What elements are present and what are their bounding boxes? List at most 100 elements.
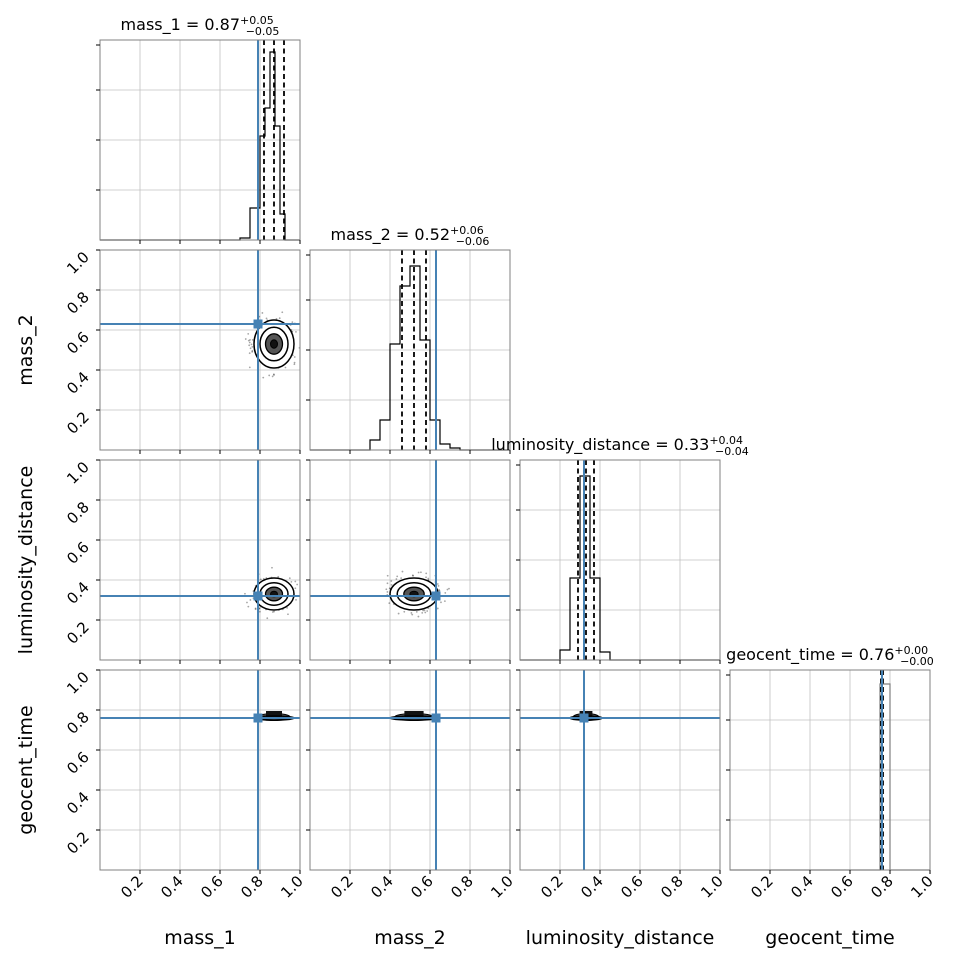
sample-point — [249, 347, 252, 350]
title-label: luminosity_distance = 0.33 — [491, 435, 709, 455]
x-tick-label: 0.2 — [537, 872, 567, 902]
x-tick-label: 0.6 — [407, 872, 437, 902]
sample-point — [261, 312, 264, 314]
sample-point — [258, 607, 261, 610]
truth-marker — [253, 319, 263, 329]
sample-point — [295, 330, 297, 333]
y-tick-label: 0.2 — [63, 618, 93, 648]
density-block — [266, 711, 282, 717]
sample-point — [388, 587, 391, 590]
sample-point — [443, 600, 446, 603]
sample-point — [296, 583, 299, 586]
sample-point — [436, 607, 439, 610]
sample-point — [425, 572, 428, 575]
sample-point — [249, 339, 251, 341]
sample-point — [410, 612, 413, 614]
sample-point — [249, 599, 252, 601]
panel-frame — [309, 459, 511, 661]
title-lower-error: −0.00 — [900, 655, 934, 668]
sample-point — [254, 608, 257, 611]
x-tick-label: 1.0 — [487, 872, 517, 902]
x-tick-label: 0.8 — [657, 872, 687, 902]
sample-point — [415, 611, 418, 613]
y-axis-label: geocent_time — [15, 705, 37, 834]
sample-point — [423, 609, 426, 612]
sample-point — [424, 611, 427, 614]
sample-point — [386, 582, 389, 585]
sample-point — [293, 363, 296, 366]
sample-point — [265, 317, 268, 320]
x-tick-label: 0.4 — [157, 872, 187, 902]
sample-point — [411, 613, 414, 616]
panel-background — [310, 460, 510, 660]
sample-point — [247, 332, 250, 335]
sample-point — [294, 587, 297, 590]
sample-point — [268, 374, 271, 377]
sample-point — [258, 610, 261, 613]
panel-background — [310, 670, 510, 870]
x-tick-label: 1.0 — [697, 872, 727, 902]
sample-point — [400, 577, 403, 580]
sample-point — [248, 341, 251, 344]
sample-point — [271, 566, 273, 569]
sample-point — [247, 605, 250, 608]
posterior-contents — [100, 670, 300, 870]
posterior-2d-mass_2-luminosity_distance — [306, 459, 511, 664]
sample-point — [390, 580, 393, 582]
sample-point — [420, 571, 422, 574]
sample-point — [287, 613, 289, 616]
marginal-panel-mass_2: mass_2 = 0.52+0.06 −0.06 — [306, 224, 511, 454]
posterior-contents — [520, 670, 720, 870]
sample-point — [294, 580, 297, 583]
sample-point — [438, 589, 441, 592]
panel-background — [520, 670, 720, 870]
sample-point — [259, 578, 262, 581]
y-tick-label: 1.0 — [63, 458, 93, 488]
title-upper-error: +0.05 — [240, 14, 274, 27]
sample-point — [446, 588, 449, 591]
title-upper-error: +0.06 — [450, 224, 484, 237]
panel-title: mass_2 = 0.52+0.06 −0.06 — [331, 224, 490, 248]
sample-point — [444, 592, 447, 594]
title-label: geocent_time = 0.76 — [726, 645, 894, 665]
sample-point — [385, 588, 388, 591]
panel-frame — [309, 669, 511, 871]
panel-title: mass_1 = 0.87+0.05 −0.05 — [121, 14, 280, 38]
posterior-contents — [100, 250, 307, 450]
sample-point — [427, 577, 430, 580]
sample-point — [437, 585, 440, 587]
title-upper-error: +0.04 — [709, 434, 743, 447]
panel-title: geocent_time = 0.76+0.00 −0.00 — [726, 644, 934, 668]
x-tick-label: 1.0 — [907, 872, 937, 902]
x-axis-label: luminosity_distance — [526, 927, 715, 949]
sample-point — [403, 610, 406, 613]
histogram-step — [310, 265, 510, 451]
sample-point — [305, 352, 307, 354]
sample-point — [277, 575, 280, 578]
title-label: mass_2 = 0.52 — [331, 225, 450, 245]
y-tick-label: 1.0 — [63, 248, 93, 278]
sample-point — [284, 366, 287, 369]
y-tick-label: 0.4 — [63, 788, 93, 818]
x-tick-label: 0.2 — [117, 872, 147, 902]
y-tick-label: 1.0 — [63, 668, 93, 698]
x-tick-label: 0.2 — [327, 872, 357, 902]
sample-point — [421, 612, 424, 614]
sample-point — [248, 352, 251, 355]
truth-marker — [579, 713, 589, 723]
x-tick-label: 0.8 — [867, 872, 897, 902]
marginal-panel-mass_1: mass_1 = 0.87+0.05 −0.05 — [96, 14, 301, 244]
sample-point — [440, 601, 442, 604]
sample-point — [301, 595, 303, 597]
y-tick-label: 0.2 — [63, 828, 93, 858]
posterior-contents — [310, 670, 510, 870]
posterior-2d-mass_1-geocent_time: 0.2 0.4 0.6 0.8 1.0 0.2 0.4 0.6 0.8 1.0 — [63, 668, 307, 902]
x-axis-label: geocent_time — [765, 927, 894, 949]
x-tick-label: 0.4 — [577, 872, 607, 902]
sample-point — [251, 339, 254, 341]
sample-point — [390, 583, 393, 586]
title-upper-error: +0.00 — [894, 644, 928, 657]
sample-point — [397, 612, 400, 615]
y-tick-label: 0.6 — [63, 748, 93, 778]
x-axis-label: mass_2 — [374, 927, 446, 949]
